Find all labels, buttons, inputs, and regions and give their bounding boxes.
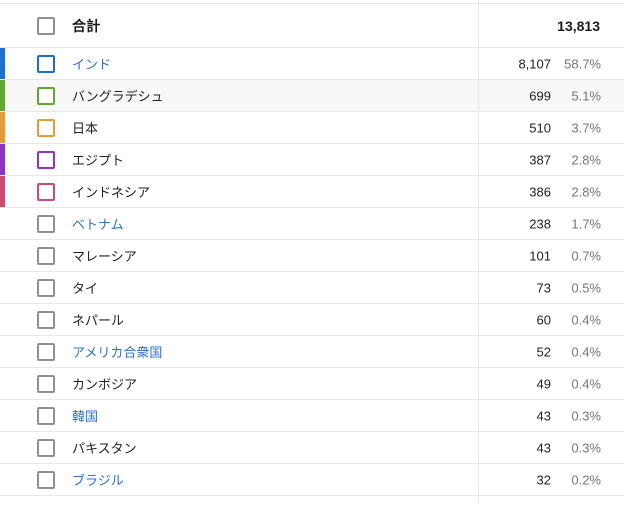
select-all-checkbox[interactable] [37,16,55,35]
series-color-bar [0,48,5,79]
row-checkbox[interactable] [37,54,55,73]
table-row[interactable]: カンボジア 49 0.4% [0,368,624,400]
row-percent: 5.1% [571,88,601,103]
table-row[interactable]: マレーシア 101 0.7% [0,240,624,272]
row-checkbox[interactable] [37,86,55,105]
row-percent: 0.3% [571,408,601,423]
row-checkbox[interactable] [37,214,55,233]
series-color-bar [0,112,5,143]
row-label: パキスタン [72,441,137,456]
table-row[interactable]: ブラジル 32 0.2% [0,464,624,496]
row-value: 73 [536,280,551,295]
row-value: 386 [529,184,551,199]
table-row[interactable]: エジプト 387 2.8% [0,144,624,176]
row-checkbox[interactable] [37,182,55,201]
table-row[interactable]: アメリカ合衆国 52 0.4% [0,336,624,368]
series-color-bar [0,80,5,111]
row-label: マレーシア [72,249,137,264]
row-percent: 58.7% [564,56,601,71]
row-label[interactable]: インド [72,57,112,72]
row-label: インドネシア [72,185,151,200]
table-row[interactable]: インドネシア 386 2.8% [0,176,624,208]
row-label[interactable]: ブラジル [72,473,124,488]
table-row[interactable]: インド 8,107 58.7% [0,48,624,80]
series-color-bar [0,176,5,207]
row-checkbox[interactable] [37,150,55,169]
row-percent: 3.7% [571,120,601,135]
row-value: 49 [536,376,551,391]
row-label: ネパール [72,313,125,328]
row-value: 43 [536,440,551,455]
row-percent: 1.7% [571,216,601,231]
row-percent: 0.4% [571,344,601,359]
row-percent: 0.4% [571,376,601,391]
table-row[interactable]: 韓国 43 0.3% [0,400,624,432]
row-label: 日本 [72,121,99,136]
row-value: 43 [536,408,551,423]
row-percent: 2.8% [571,152,601,167]
table-row[interactable]: タイ 73 0.5% [0,272,624,304]
table-row[interactable]: ネパール 60 0.4% [0,304,624,336]
table-row[interactable]: 日本 510 3.7% [0,112,624,144]
row-label[interactable]: 韓国 [72,409,99,424]
row-value: 101 [529,248,551,263]
row-value: 8,107 [518,56,551,71]
total-row: 合計 13,813 [0,4,624,48]
row-value: 60 [536,312,551,327]
row-checkbox[interactable] [37,374,55,393]
row-value: 510 [529,120,551,135]
row-percent: 0.2% [571,472,601,487]
row-label: バングラデシュ [72,89,164,104]
row-checkbox[interactable] [37,246,55,265]
total-label: 合計 [72,17,101,34]
row-checkbox[interactable] [37,406,55,425]
row-checkbox[interactable] [37,470,55,489]
table-row[interactable]: パキスタン 43 0.3% [0,432,624,464]
row-percent: 0.5% [571,280,601,295]
row-label: カンボジア [72,377,138,392]
row-checkbox[interactable] [37,310,55,329]
row-value: 238 [529,216,551,231]
row-value: 32 [536,472,551,487]
row-value: 52 [536,344,551,359]
table-rows: インド 8,107 58.7% バングラデシュ 699 5.1% 日本 510 … [0,48,624,496]
row-checkbox[interactable] [37,342,55,361]
geography-table: 合計 13,813 インド 8,107 58.7% バングラデシュ 699 5.… [0,3,624,496]
row-percent: 0.7% [571,248,601,263]
row-label: タイ [72,281,99,296]
row-checkbox[interactable] [37,118,55,137]
row-checkbox[interactable] [37,278,55,297]
row-value: 387 [529,152,551,167]
table-row[interactable]: ベトナム 238 1.7% [0,208,624,240]
row-checkbox[interactable] [37,438,55,457]
total-value: 13,813 [557,17,600,34]
row-value: 699 [529,88,551,103]
row-percent: 0.3% [571,440,601,455]
column-divider [478,0,479,505]
row-percent: 0.4% [571,312,601,327]
series-color-bar [0,144,5,175]
row-percent: 2.8% [571,184,601,199]
row-label[interactable]: ベトナム [72,217,124,232]
row-label[interactable]: アメリカ合衆国 [72,345,163,360]
row-label: エジプト [72,153,125,168]
table-row[interactable]: バングラデシュ 699 5.1% [0,80,624,112]
